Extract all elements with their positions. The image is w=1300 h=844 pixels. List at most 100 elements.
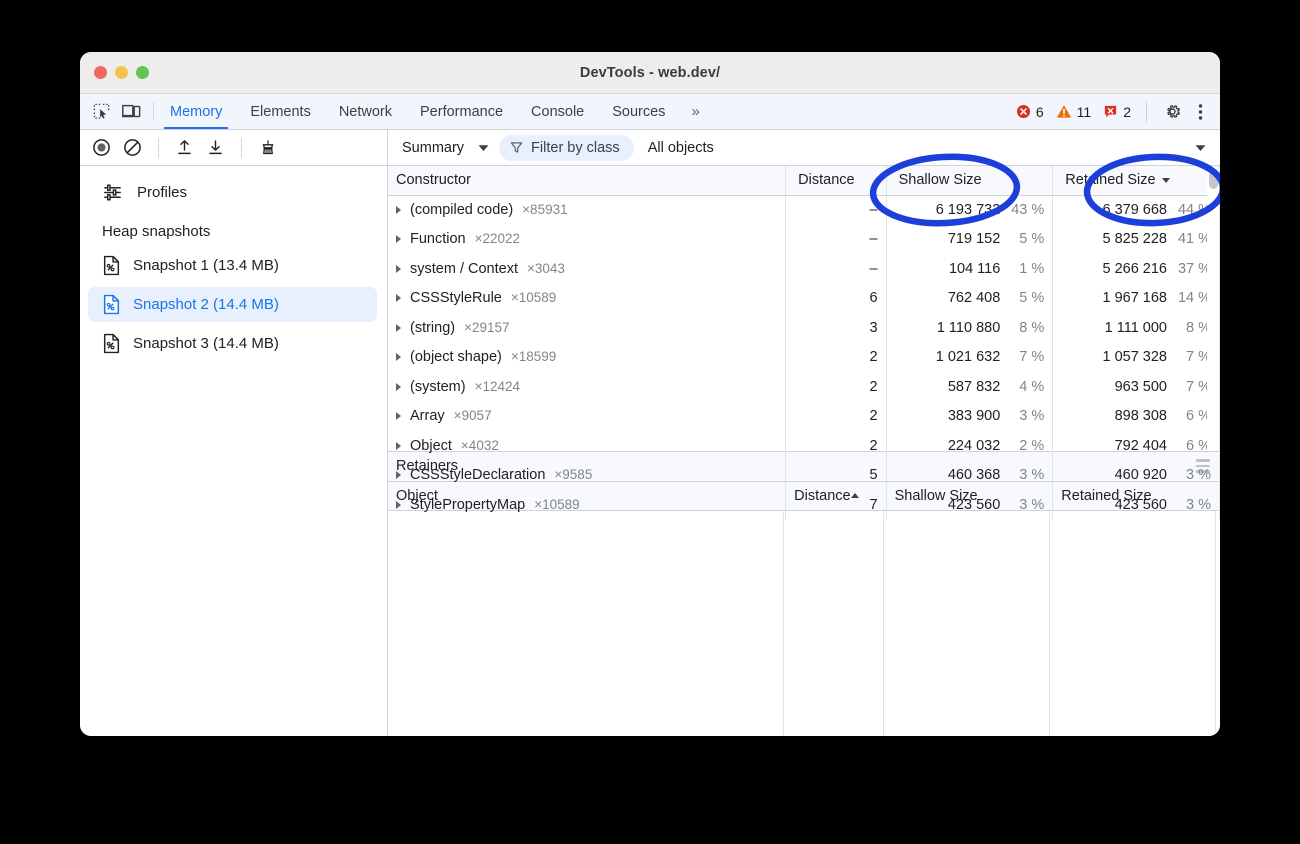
retained-percent: 3 % [1186,467,1211,484]
expand-triangle-icon[interactable] [396,441,401,450]
sidebar-item-snapshot-3[interactable]: Snapshot 3 (14.4 MB) [88,326,377,361]
clear-icon[interactable] [123,138,142,157]
table-row[interactable]: system / Context ×3043 – 104 116 1 % 5 266… [388,254,1220,284]
maximize-window-button[interactable] [136,66,149,79]
error-count-badge[interactable]: 6 [1012,104,1048,120]
memory-main-panel: Summary Filter by class All objects [388,130,1220,736]
cell-shallow-size: 762 408 5 % [886,283,1054,313]
objects-scope-select[interactable]: All objects [647,139,714,156]
cell-distance: – [785,195,887,225]
tab-console[interactable]: Console [517,94,598,129]
expand-triangle-icon[interactable] [396,382,401,391]
cell-shallow-size: 423 560 3 % [886,490,1054,520]
expand-triangle-icon[interactable] [396,471,401,480]
tab-elements[interactable]: Elements [236,94,324,129]
cell-retained-size: 423 560 3 % [1052,490,1220,520]
retained-percent: 37 % [1177,260,1211,277]
column-header-distance[interactable]: Distance [785,166,887,196]
cell-constructor: CSSStyleDeclaration ×9585 [388,460,787,490]
save-profile-icon[interactable] [206,138,225,157]
tab-memory[interactable]: Memory [156,94,236,129]
tab-performance[interactable]: Performance [406,94,517,129]
expand-triangle-icon[interactable] [396,206,401,215]
filter-by-class-input[interactable]: Filter by class [499,134,634,161]
sidebar-item-snapshot-2[interactable]: Snapshot 2 (14.4 MB) [88,287,377,322]
device-toolbar-icon[interactable] [121,102,141,121]
cell-constructor: Object ×4032 [388,431,787,461]
object-count: ×22022 [474,231,521,247]
cell-shallow-size: 587 832 4 % [886,372,1054,402]
expand-triangle-icon[interactable] [396,294,401,303]
table-row[interactable]: (string) ×29157 3 1 110 880 8 % 1 111 000 8… [388,313,1220,343]
table-row[interactable]: CSSStyleRule ×10589 6 762 408 5 % 1 967 16… [388,283,1220,313]
heap-grid-scrollbar[interactable] [1207,167,1219,451]
issues-count-badge[interactable]: 2 [1099,104,1135,120]
constructor-name: (system) [410,378,466,395]
more-tabs-icon[interactable]: » [691,103,700,120]
table-row[interactable]: (object shape) ×18599 2 1 021 632 7 % 1 05… [388,342,1220,372]
sidebar-item-profiles[interactable]: Profiles [80,166,387,217]
tab-label: Elements [250,103,311,120]
expand-triangle-icon[interactable] [396,235,401,244]
cell-distance: 2 [785,431,887,461]
sidebar-item-snapshot-1[interactable]: Snapshot 1 (13.4 MB) [88,248,377,283]
retained-percent: 8 % [1186,319,1211,336]
constructor-name: system / Context [410,260,518,277]
column-header-constructor[interactable]: Constructor [388,166,787,196]
close-window-button[interactable] [94,66,107,79]
sidebar-item-label: Profiles [137,184,188,201]
expand-triangle-icon[interactable] [396,323,401,332]
window-titlebar: DevTools - web.dev/ [80,52,1220,94]
expand-triangle-icon[interactable] [396,412,401,421]
cell-shallow-size: 719 152 5 % [886,224,1054,254]
object-count: ×9585 [554,467,593,483]
load-profile-icon[interactable] [175,138,194,157]
column-header-label: Retained Size [1065,172,1156,189]
gear-icon[interactable] [1158,102,1187,121]
shallow-value: 1 021 632 [935,349,1001,366]
table-row[interactable]: (compiled code) ×85931 – 6 193 732 43 % 6 … [388,195,1220,225]
expand-triangle-icon[interactable] [396,264,401,273]
sidebar-item-label: Snapshot 1 (13.4 MB) [133,257,279,274]
toolbar-overflow-icon[interactable] [1195,144,1210,152]
funnel-icon [510,141,523,154]
cell-distance: – [785,254,887,284]
retained-value: 423 560 [1114,496,1167,513]
constructor-name: Array [410,408,445,425]
shallow-percent: 43 % [1011,202,1045,218]
table-row[interactable]: Array ×9057 2 383 900 3 % 898 308 6 % [388,401,1220,431]
memory-toolbar [80,130,387,166]
tab-network[interactable]: Network [325,94,406,129]
retained-value: 1 111 000 [1104,319,1167,336]
table-row[interactable]: CSSStyleDeclaration ×9585 5 460 368 3 % 46… [388,460,1220,490]
scrollbar-thumb[interactable] [1209,171,1218,189]
devtools-window: DevTools - web.dev/ M [80,52,1220,736]
shallow-percent: 7 % [1019,349,1045,366]
devtools-body: Profiles Heap snapshots Snapshot 1 (13.4… [80,130,1220,736]
warning-count-badge[interactable]: 11 [1052,104,1096,120]
collect-garbage-icon[interactable] [258,138,278,157]
column-header-retained-size[interactable]: Retained Size [1052,166,1220,196]
cell-distance: 7 [785,490,887,520]
expand-triangle-icon[interactable] [396,353,401,362]
table-row[interactable]: Function ×22022 – 719 152 5 % 5 825 228 41 … [388,224,1220,254]
kebab-menu-icon[interactable] [1191,103,1210,121]
view-mode-select[interactable]: Summary [396,140,495,156]
minimize-window-button[interactable] [115,66,128,79]
retained-value: 963 500 [1114,378,1167,395]
column-header-shallow-size[interactable]: Shallow Size [886,166,1054,196]
table-row[interactable]: (system) ×12424 2 587 832 4 % 963 500 7 % [388,372,1220,402]
constructor-name: (compiled code) [410,202,514,218]
shallow-percent: 3 % [1019,408,1045,425]
record-icon[interactable] [92,138,111,157]
expand-triangle-icon[interactable] [396,500,401,509]
inspect-element-icon[interactable] [92,102,111,121]
table-row[interactable]: StylePropertyMap ×10589 7 423 560 3 % 423 … [388,490,1220,520]
retained-value: 1 057 328 [1102,349,1167,366]
constructor-name: StylePropertyMap [410,496,526,513]
table-row[interactable]: Object ×4032 2 224 032 2 % 792 404 6 % [388,431,1220,461]
tabstrip-divider [153,102,154,121]
warning-count: 11 [1076,103,1092,120]
retained-percent: 3 % [1186,496,1211,513]
tab-sources[interactable]: Sources [598,94,679,129]
